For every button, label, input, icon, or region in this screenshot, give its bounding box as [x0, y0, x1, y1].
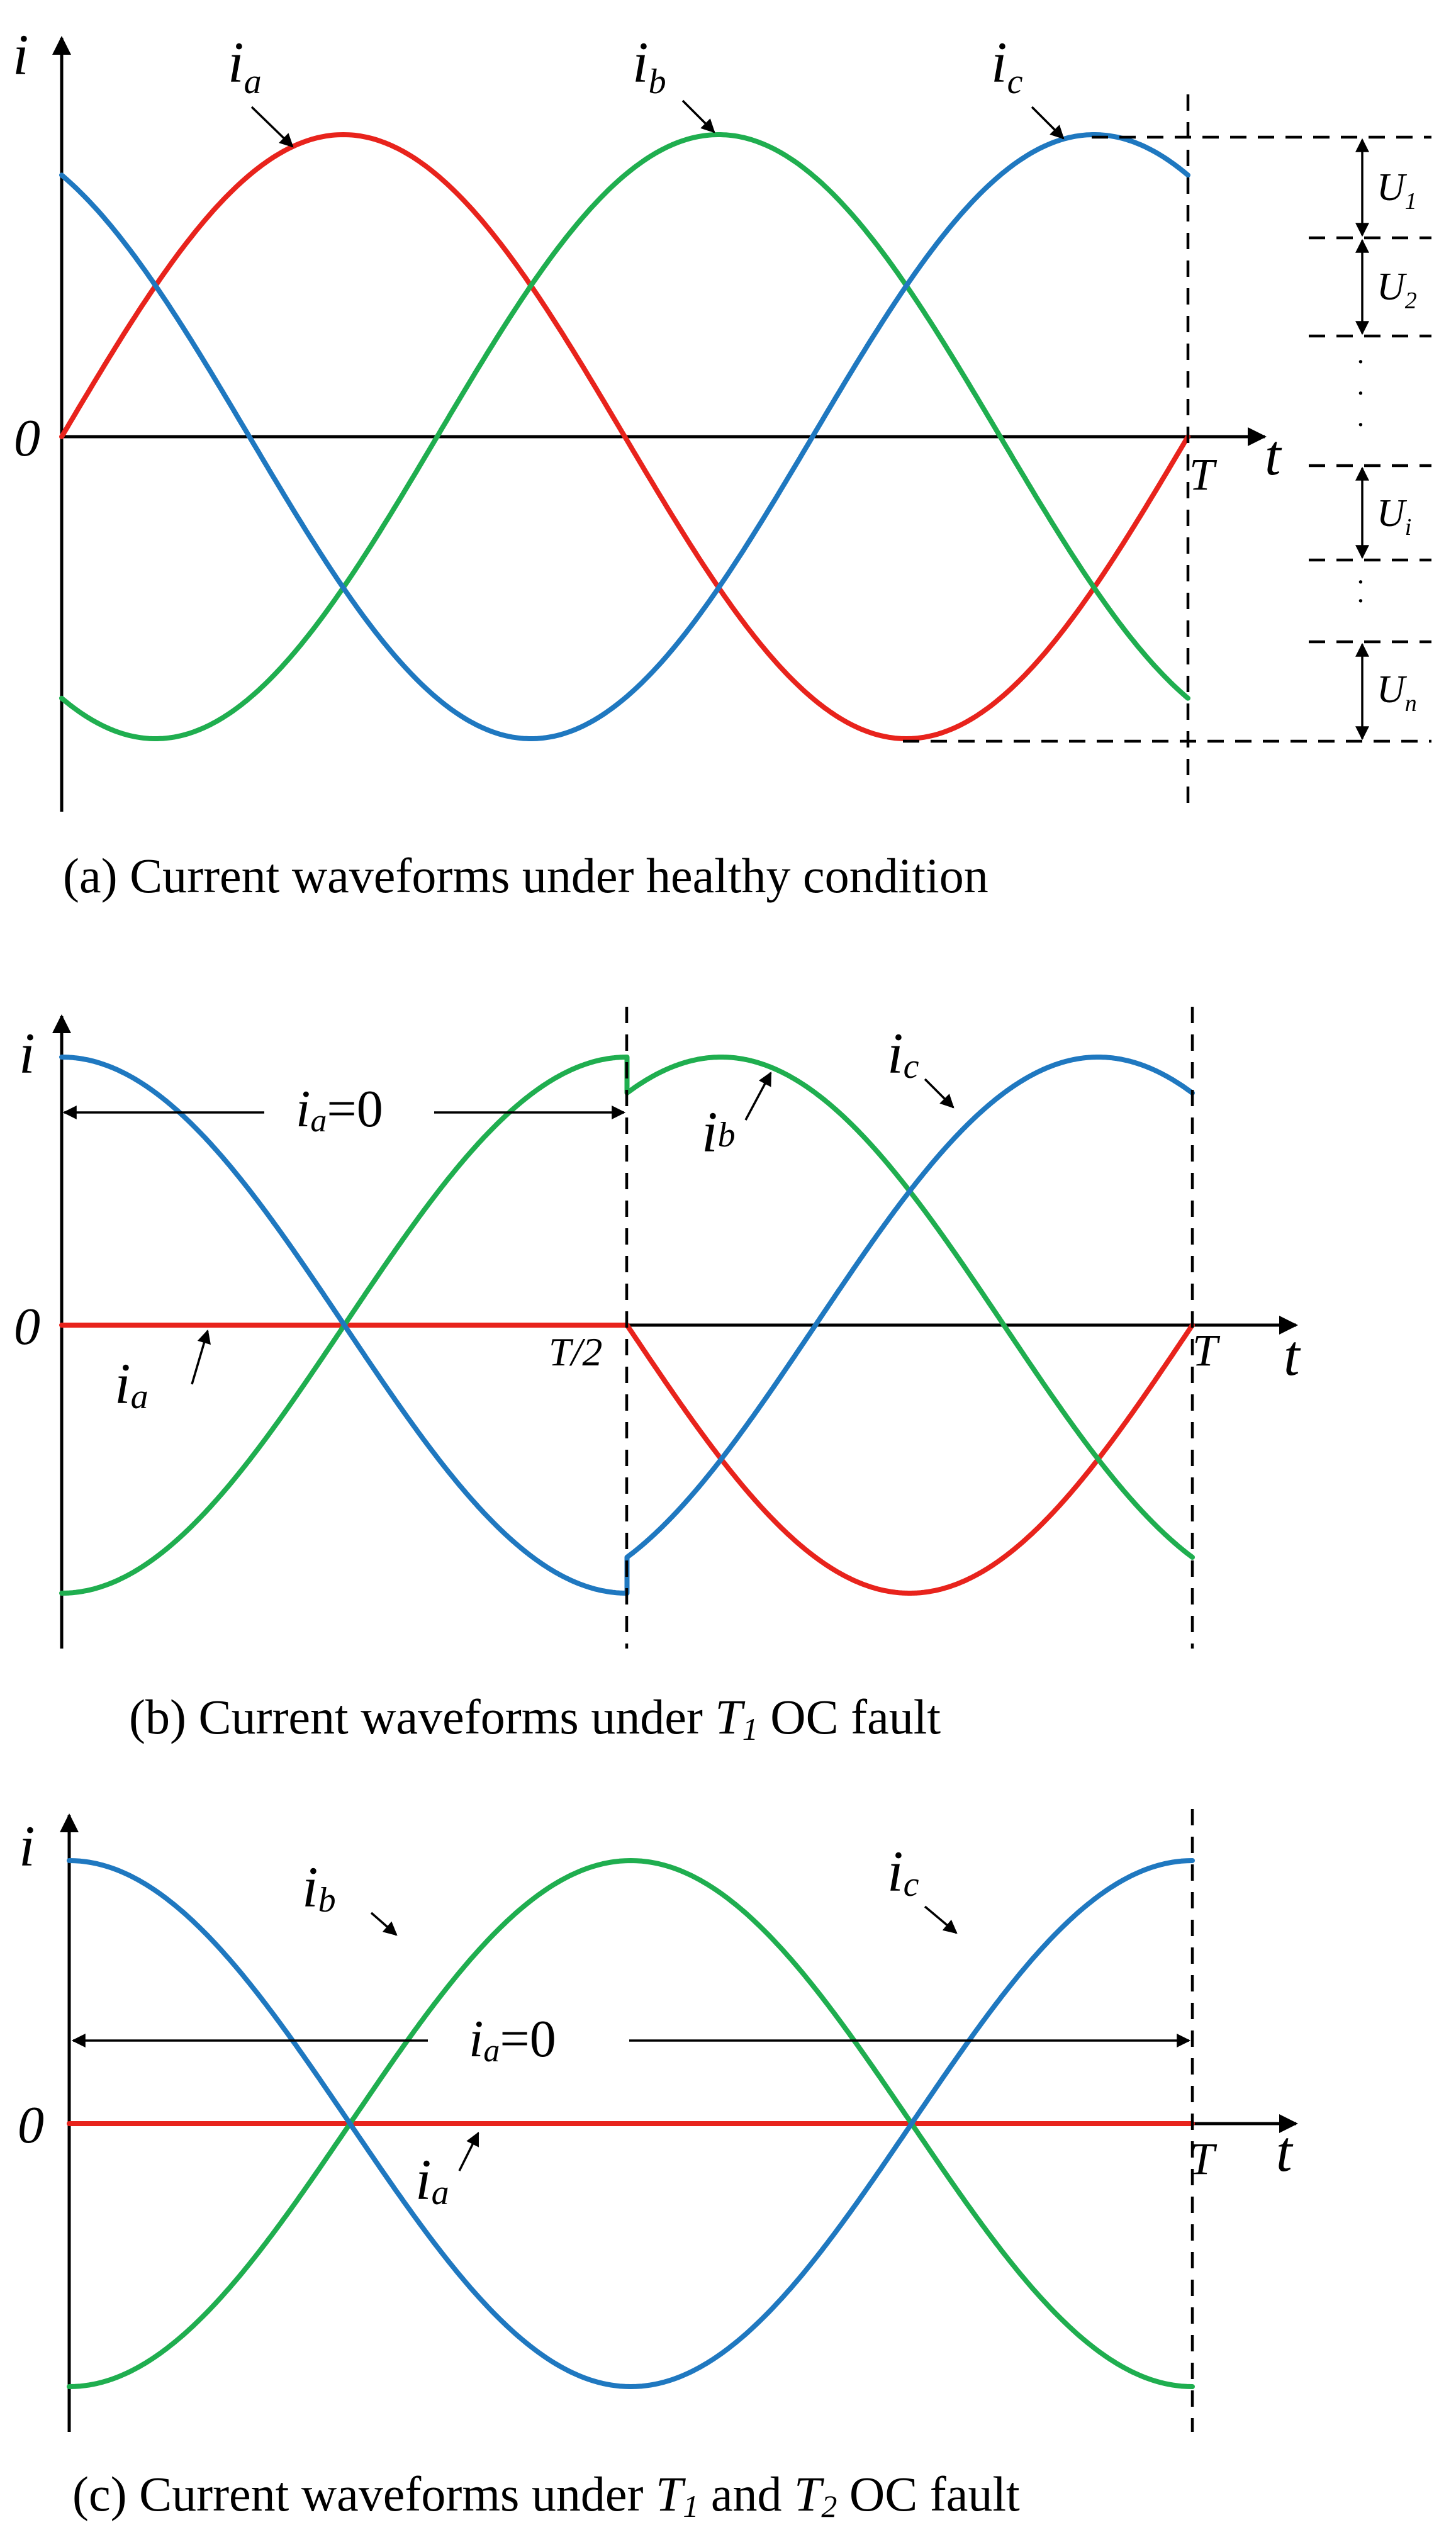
panel-b-period: T	[1192, 1325, 1221, 1375]
panel-a-series-ic	[59, 132, 1190, 741]
panel-b-xlabel: t	[1284, 1323, 1301, 1387]
panel-b-half-period: T/2	[549, 1330, 602, 1374]
panel-c-label-ib: ib	[302, 1855, 336, 1920]
panel-b-label-ia: ia	[115, 1352, 148, 1416]
panel-a-series-ib	[59, 132, 1190, 741]
panel-a: i t 0 T · · · · · U1 U2 Ui Un ia	[13, 23, 1431, 903]
panel-a-pointer-ib	[681, 99, 715, 133]
svg-text:·: ·	[1357, 345, 1364, 378]
panel-a-xlabel: t	[1265, 423, 1282, 487]
svg-text:·: ·	[1357, 408, 1364, 440]
svg-text:·: ·	[1357, 377, 1364, 409]
panel-a-label-ia: ia	[228, 30, 262, 101]
panel-c-caption: (c) Current waveforms under T1 and T2 OC…	[72, 2467, 1020, 2524]
panel-b-origin: 0	[14, 1297, 40, 1356]
panel-a-label-ib: ib	[632, 30, 666, 101]
panel-b-caption: (b) Current waveforms under T1 OC fault	[129, 1689, 941, 1747]
panel-c-pointer-ic	[924, 1905, 958, 1934]
panel-a-series-ia	[59, 132, 1190, 741]
panel-b-fault-label: ia=0	[296, 1080, 383, 1139]
panel-b-pointer-ia	[191, 1329, 211, 1385]
interval-label-un: Un	[1377, 668, 1417, 717]
interval-label-u1: U1	[1377, 166, 1417, 215]
interval-label-u2: U2	[1377, 266, 1417, 314]
svg-text:·: ·	[1357, 566, 1364, 598]
panel-c-fault-label: ia=0	[469, 2010, 556, 2069]
panel-a-interval-markers: · · · · ·	[1355, 138, 1369, 741]
panel-a-label-ic: ic	[991, 30, 1023, 101]
panel-b-pointer-ic	[924, 1078, 955, 1109]
panel-c-series-ib	[67, 1858, 1195, 2389]
panel-a-ylabel: i	[13, 23, 29, 87]
panel-c-ylabel: i	[19, 1814, 35, 1878]
panel-c-origin: 0	[18, 2096, 44, 2154]
panel-a-pointer-ic	[1031, 106, 1065, 140]
panel-c-period: T	[1189, 2134, 1218, 2184]
panel-c-label-ic: ic	[887, 1839, 919, 1904]
panel-b-label-ib: ib	[702, 1100, 736, 1164]
panel-a-pointer-ia	[250, 106, 294, 148]
panel-c-series-ic	[67, 1858, 1195, 2389]
panel-c: i t 0 T ia=0 ia ib ic (c) Current wavefo…	[18, 1809, 1298, 2524]
panel-c-pointer-ia	[458, 2132, 479, 2171]
panel-b-ylabel: i	[19, 1021, 35, 1085]
svg-text:·: ·	[1357, 585, 1364, 617]
panel-c-label-ia: ia	[415, 2148, 449, 2212]
panel-a-caption: (a) Current waveforms under healthy cond…	[63, 848, 988, 903]
panel-c-xlabel: t	[1276, 2119, 1294, 2183]
panel-b-label-ic: ic	[887, 1021, 919, 1086]
interval-label-ui: Ui	[1377, 492, 1411, 540]
panel-a-origin: 0	[14, 409, 40, 468]
panel-c-pointer-ib	[370, 1912, 398, 1936]
panel-b-pointer-ib	[744, 1072, 772, 1121]
panel-b: i t 0 T T/2 ia=0 ia ib ic (b) Current wa…	[14, 1007, 1301, 1747]
panel-a-period: T	[1189, 449, 1218, 500]
